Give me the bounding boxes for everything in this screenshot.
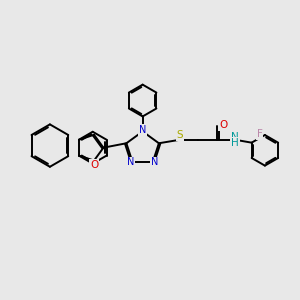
Text: N: N bbox=[151, 157, 158, 167]
Text: O: O bbox=[90, 160, 98, 170]
Text: N: N bbox=[231, 132, 239, 142]
Text: N: N bbox=[139, 125, 146, 135]
Text: F: F bbox=[257, 129, 262, 140]
Text: S: S bbox=[177, 130, 183, 140]
Text: N: N bbox=[127, 157, 134, 167]
Text: O: O bbox=[219, 120, 227, 130]
Text: H: H bbox=[231, 138, 239, 148]
